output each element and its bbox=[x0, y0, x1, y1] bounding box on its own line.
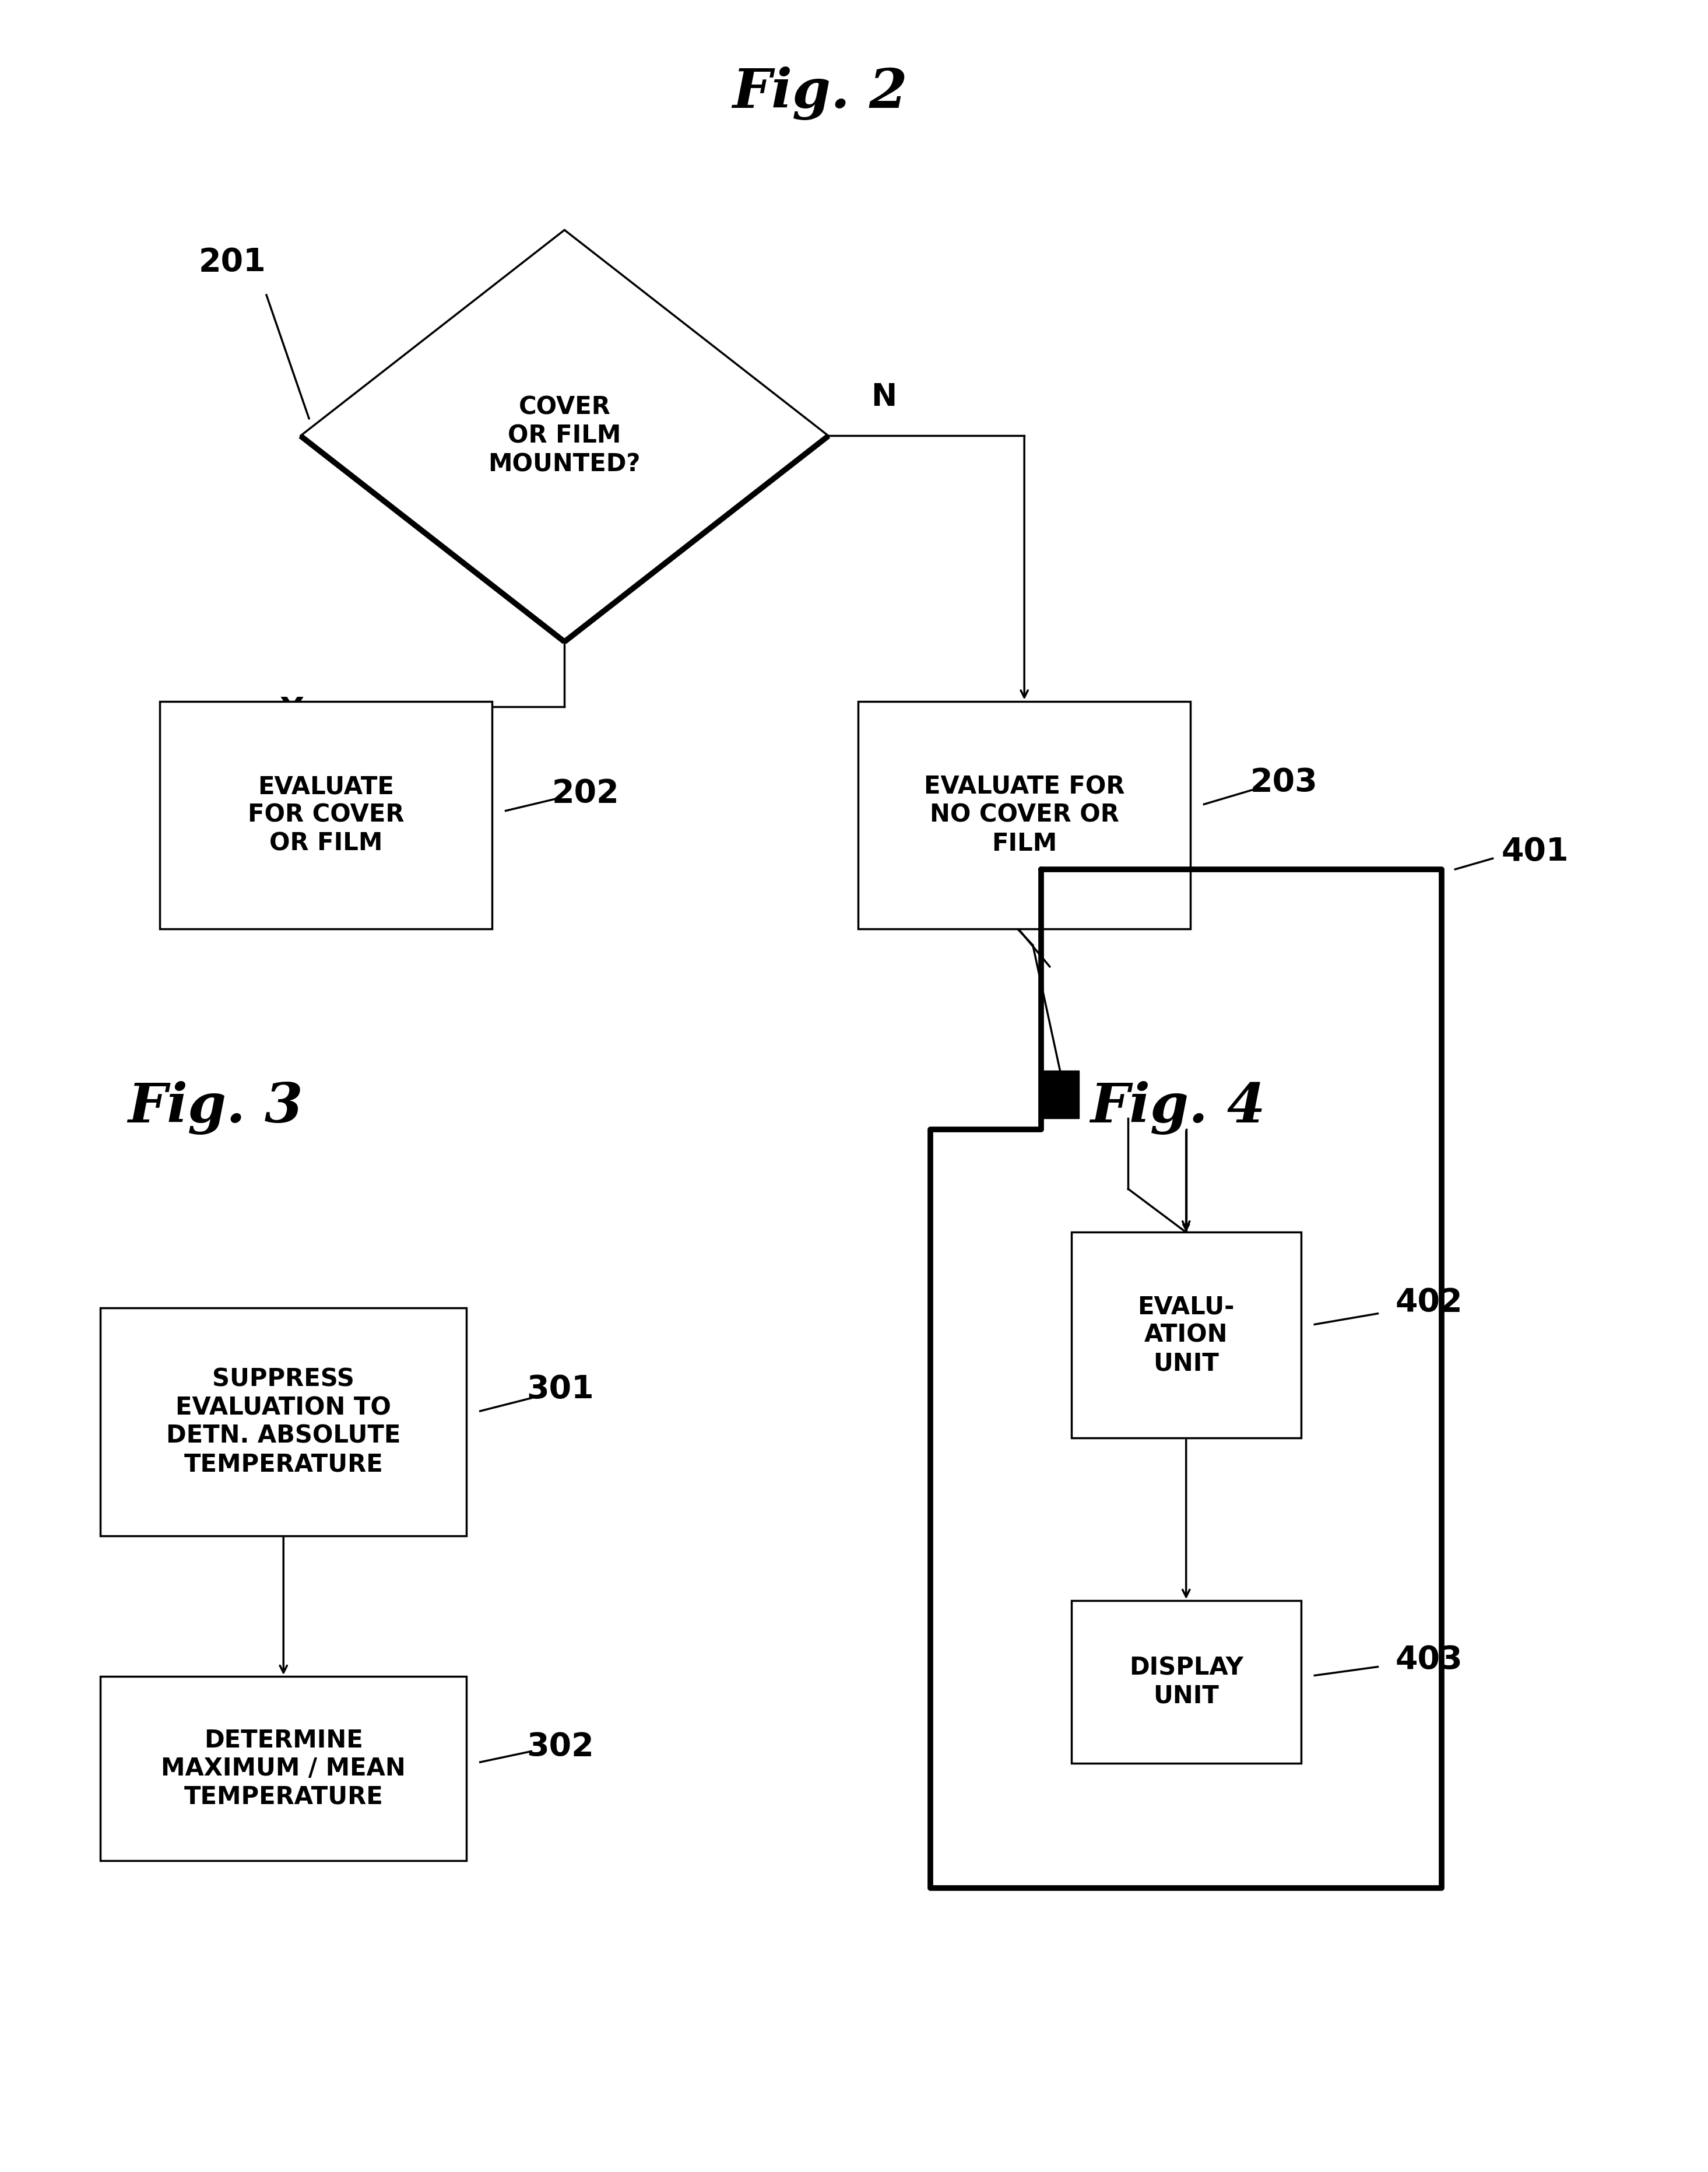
Text: DISPLAY
UNIT: DISPLAY UNIT bbox=[1129, 1655, 1243, 1709]
Text: 201: 201 bbox=[198, 248, 266, 278]
Text: SUPPRESS
EVALUATION TO
DETN. ABSOLUTE
TEMPERATURE: SUPPRESS EVALUATION TO DETN. ABSOLUTE TE… bbox=[166, 1366, 401, 1477]
Text: 202: 202 bbox=[552, 778, 620, 810]
Text: 301: 301 bbox=[526, 1373, 594, 1405]
Bar bbox=[101, 1308, 466, 1536]
Text: Fig. 4: Fig. 4 bbox=[1090, 1082, 1266, 1134]
Text: Fig. 2: Fig. 2 bbox=[733, 67, 907, 119]
Text: COVER
OR FILM
MOUNTED?: COVER OR FILM MOUNTED? bbox=[488, 395, 640, 476]
Bar bbox=[1042, 1071, 1079, 1119]
Bar bbox=[161, 702, 492, 930]
Text: EVALU-
ATION
UNIT: EVALU- ATION UNIT bbox=[1138, 1295, 1235, 1375]
Text: DETERMINE
MAXIMUM / MEAN
TEMPERATURE: DETERMINE MAXIMUM / MEAN TEMPERATURE bbox=[161, 1729, 407, 1809]
Text: 403: 403 bbox=[1395, 1644, 1462, 1677]
Text: EVALUATE FOR
NO COVER OR
FILM: EVALUATE FOR NO COVER OR FILM bbox=[924, 775, 1126, 856]
Bar bbox=[857, 702, 1190, 930]
Text: EVALUATE
FOR COVER
OR FILM: EVALUATE FOR COVER OR FILM bbox=[248, 775, 405, 856]
Text: 302: 302 bbox=[526, 1731, 594, 1764]
Bar bbox=[1071, 1232, 1301, 1438]
Bar bbox=[101, 1677, 466, 1861]
Text: 401: 401 bbox=[1501, 836, 1570, 867]
Bar bbox=[1071, 1601, 1301, 1764]
Text: Y: Y bbox=[280, 695, 302, 725]
Text: 402: 402 bbox=[1395, 1288, 1462, 1318]
Text: 203: 203 bbox=[1250, 767, 1319, 799]
Text: N: N bbox=[871, 382, 897, 413]
Text: Fig. 3: Fig. 3 bbox=[128, 1082, 302, 1134]
